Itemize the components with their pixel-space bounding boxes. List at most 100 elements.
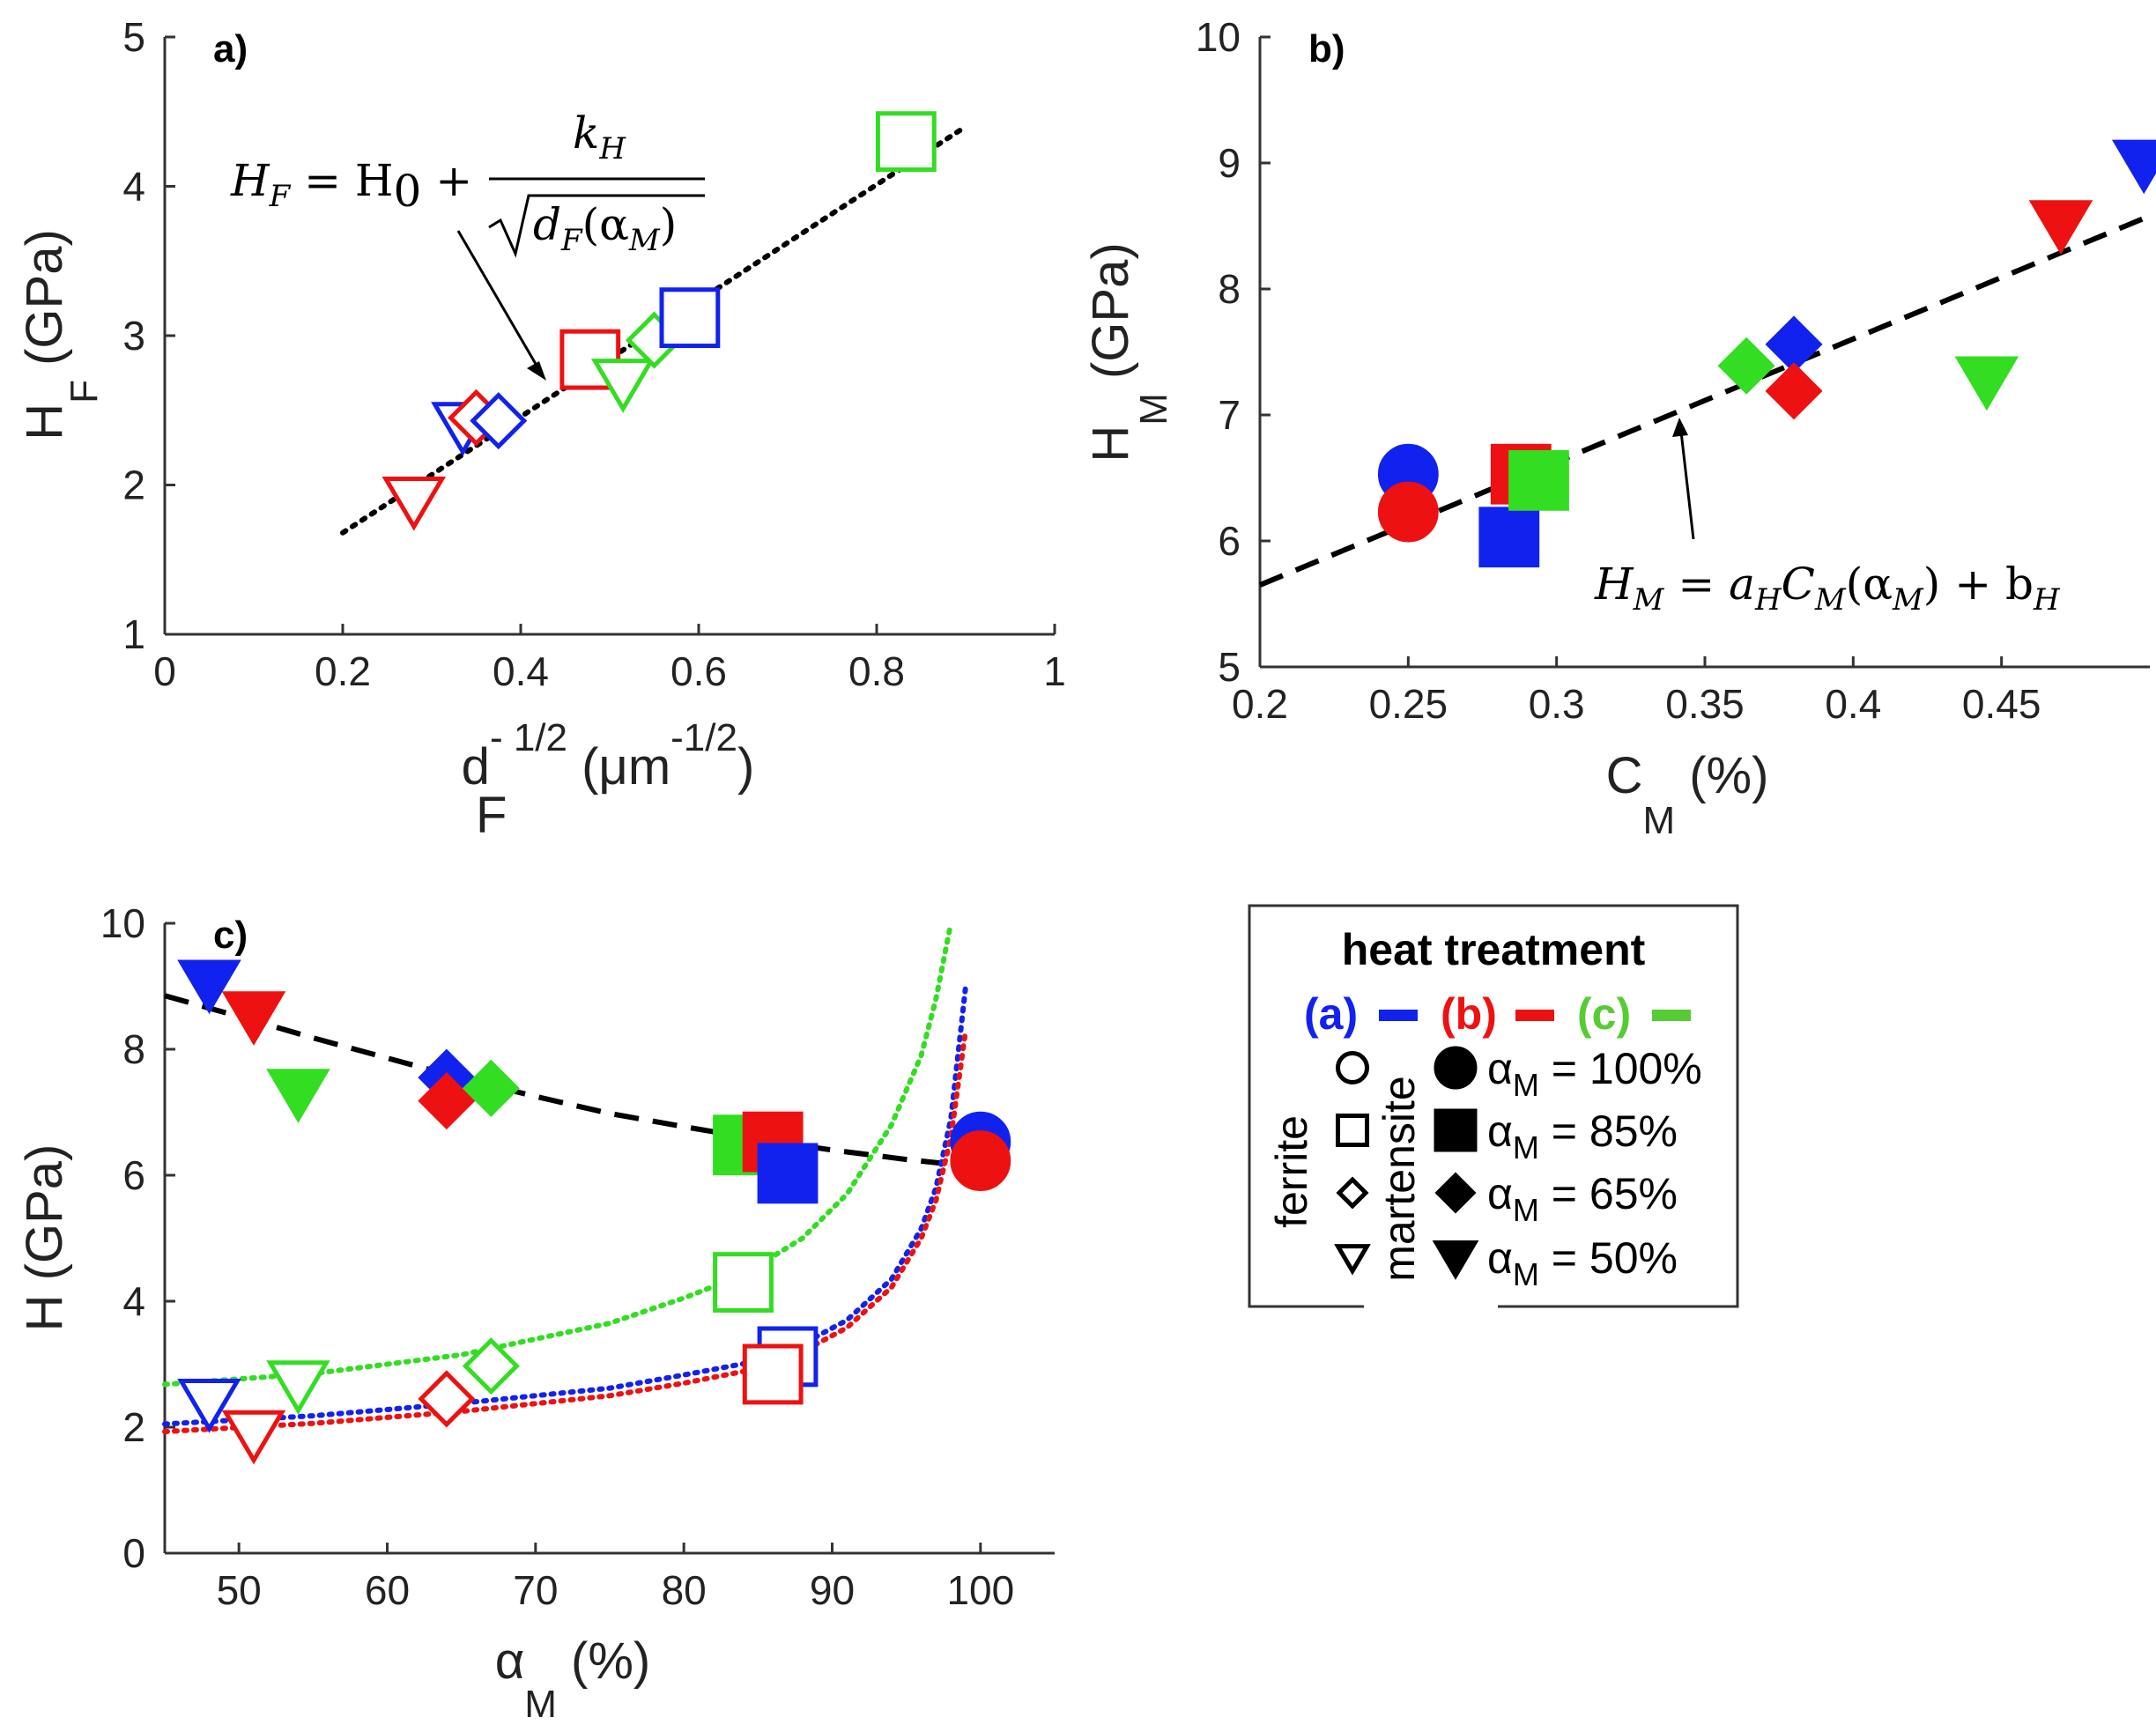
data-point (462, 1059, 520, 1117)
x-axis-label: CM (%) (1606, 747, 1769, 842)
x-tick-label: 0.25 (1369, 681, 1448, 727)
y-tick-label: 7 (1218, 392, 1241, 438)
x-tick-label: 0 (153, 648, 176, 694)
data-point (177, 959, 241, 1015)
y-tick-label: 5 (1218, 644, 1241, 690)
panel-c: 50 60 70 80 90 100 0 2 4 6 8 10 c) αM (%) H (GPa) (16, 900, 1055, 1726)
panel-a: 0 0.2 0.4 0.6 0.8 1 1 2 3 4 5 a) d- 1/2 (μm-1/2)F HF … (16, 14, 1066, 844)
legend-title: heat treatment (1342, 925, 1646, 974)
data-point (2111, 139, 2156, 195)
y-tick-label: 9 (1218, 140, 1241, 186)
legend-box (1248, 904, 1739, 1308)
data-point (1508, 449, 1569, 511)
data-point (266, 1360, 330, 1415)
legend-treatment-label: (c) (1577, 989, 1631, 1039)
data-point (266, 1069, 330, 1123)
data-point (177, 1378, 241, 1433)
data-point (1377, 481, 1439, 543)
data-point (470, 392, 528, 450)
annotation-arrow (1679, 431, 1695, 540)
legend-martensite-label: martensite (1374, 1076, 1424, 1281)
data-point (1765, 362, 1823, 420)
panel-label: b) (1308, 27, 1345, 70)
x-tick-label: 60 (365, 1567, 410, 1613)
data-point (1717, 337, 1775, 395)
x-tick-label: 1 (1043, 648, 1066, 694)
y-tick-label: 6 (1218, 518, 1241, 564)
x-tick-label: 0.45 (1962, 681, 2041, 727)
legend-marker-filled (1432, 1240, 1479, 1280)
x-tick-label: 80 (662, 1567, 707, 1613)
data-point (418, 1370, 476, 1428)
x-tick-label: 50 (217, 1567, 262, 1613)
legend-ferrite-label: ferrite (1267, 1115, 1316, 1228)
y-tick-label: 4 (122, 164, 145, 210)
y-axis-label: HF (GPa) (16, 229, 106, 440)
y-tick-label: 4 (122, 1278, 145, 1324)
data-point (742, 1343, 804, 1405)
y-tick-label: 10 (1196, 14, 1241, 60)
legend-treatment-swatch (1652, 1010, 1691, 1021)
data-point (659, 287, 721, 349)
x-tick-label: 70 (513, 1567, 558, 1613)
y-tick-label: 8 (1218, 266, 1241, 312)
y-tick-label: 3 (122, 313, 145, 359)
data-point (382, 477, 447, 531)
legend-entry-label: αM = 65% (1487, 1169, 1678, 1228)
x-tick-label: 0.2 (1232, 681, 1288, 727)
data-point (221, 1410, 286, 1465)
data-point (875, 111, 937, 173)
panel-b: 0.2 0.25 0.3 0.35 0.4 0.45 5 6 7 8 9 10 b) CM (%) HM (… (1082, 14, 2156, 842)
data-point (1765, 315, 1823, 374)
arrow-head (1672, 418, 1688, 437)
arrow-head (527, 361, 546, 381)
legend-entry-label: αM = 100% (1487, 1044, 1702, 1103)
x-tick-label: 0.2 (315, 648, 371, 694)
data-point (713, 1252, 774, 1313)
x-tick-label: 0.35 (1665, 681, 1745, 727)
x-tick-label: 0.3 (1529, 681, 1585, 727)
y-tick-label: 2 (122, 463, 145, 508)
legend-treatment-label: (b) (1441, 989, 1497, 1039)
y-tick-label: 10 (100, 900, 145, 946)
x-tick-label: 0.8 (848, 648, 905, 694)
data-point (1478, 507, 1540, 568)
y-tick-label: 1 (122, 611, 145, 657)
y-tick-label: 0 (122, 1530, 145, 1576)
annotation-arrow (456, 230, 541, 371)
x-axis-label: d- 1/2 (μm-1/2) (462, 716, 755, 796)
legend-marker-filled (1434, 1108, 1478, 1152)
x-tick-label: 0.4 (1825, 681, 1881, 727)
legend-entry-label: αM = 85% (1487, 1107, 1678, 1166)
y-axis-label: HM (GPa) (1082, 242, 1175, 462)
panel-label: a) (213, 27, 248, 70)
legend-treatment-swatch (1379, 1010, 1418, 1021)
legend-marker-filled (1434, 1172, 1477, 1214)
fit-equation-denominator: dF(αM) (533, 199, 677, 258)
x-tick-label: 0.4 (493, 648, 549, 694)
data-point (418, 1072, 476, 1130)
y-tick-label: 8 (122, 1026, 145, 1072)
data-point (950, 1130, 1011, 1191)
legend-marker-open (1336, 1051, 1369, 1084)
x-tick-label: 0.6 (671, 648, 727, 694)
y-axis-label: H (GPa) (16, 1144, 73, 1332)
fit-curve (162, 983, 968, 1427)
sqrt-sign (488, 194, 705, 258)
legend: heat treatment (a) (b) (c) ferrite martensite… (1248, 904, 1739, 1310)
fit-curve (164, 993, 967, 1169)
fit-curve (162, 921, 954, 1388)
legend-marker-filled (1434, 1046, 1478, 1090)
legend-treatment-swatch (1515, 1010, 1554, 1021)
y-tick-label: 2 (122, 1404, 145, 1450)
legend-marker-open (1334, 1244, 1371, 1276)
fit-equation-numerator: kH (573, 107, 626, 167)
x-tick-label: 100 (946, 1567, 1014, 1613)
data-point (221, 991, 286, 1046)
fit-equation: HF = H0 + (230, 155, 472, 217)
data-point (590, 359, 656, 413)
x-tick-label: 90 (810, 1567, 855, 1613)
data-point (462, 1337, 520, 1395)
y-tick-label: 6 (122, 1152, 145, 1198)
